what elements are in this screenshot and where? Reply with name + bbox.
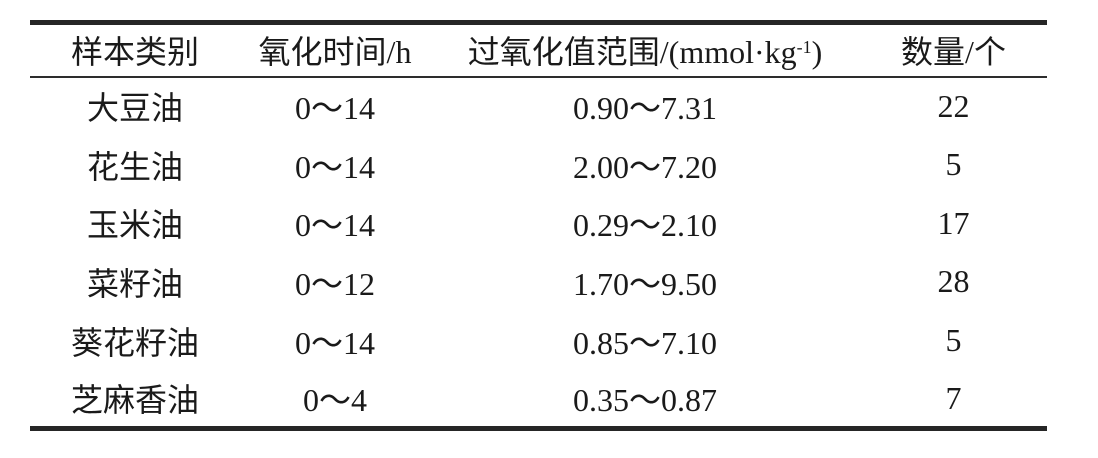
header-oxidation-time: 氧化时间/h	[240, 22, 430, 78]
cell-count: 22	[937, 87, 970, 124]
peroxide-unit-prefix: 过氧化值范围/(mmol·kg	[467, 34, 797, 71]
cell-sample: 玉米油	[86, 207, 183, 244]
cell-count: 28	[937, 263, 970, 300]
cell-sample: 菜籽油	[86, 265, 183, 302]
cell-count: 5	[945, 146, 962, 183]
oil-sample-table: 样本类别 氧化时间/h 过氧化值范围/(mmol·kg-1) 数量/个 大豆油 …	[30, 20, 1047, 432]
table-row-soybean: 大豆油 0～14 0.90～7.31 22	[30, 77, 1047, 136]
cell-sample: 花生油	[86, 148, 183, 185]
peroxide-unit-superscript: -1	[796, 37, 812, 58]
cell-time: 0～14	[294, 324, 375, 361]
header-count: 数量/个	[860, 22, 1047, 78]
table-row-corn: 玉米油 0～14 0.29～2.10 17	[30, 194, 1047, 253]
cell-count: 7	[945, 379, 962, 416]
cell-sample: 葵花籽油	[70, 324, 199, 361]
table-body: 大豆油 0～14 0.90～7.31 22 花生油 0～14 2.00～7.20…	[30, 77, 1047, 429]
cell-range: 2.00～7.20	[572, 148, 717, 185]
table-row-peanut: 花生油 0～14 2.00～7.20 5	[30, 135, 1047, 194]
cell-range: 0.29～2.10	[572, 207, 717, 244]
table-header: 样本类别 氧化时间/h 过氧化值范围/(mmol·kg-1) 数量/个	[30, 22, 1047, 78]
header-sample-category: 样本类别	[30, 22, 240, 78]
table-row-sunflower: 葵花籽油 0～14 0.85～7.10 5	[30, 311, 1047, 370]
header-row: 样本类别 氧化时间/h 过氧化值范围/(mmol·kg-1) 数量/个	[30, 22, 1047, 78]
cell-time: 0～12	[294, 265, 375, 302]
cell-count: 17	[937, 204, 970, 241]
cell-time: 0～4	[302, 382, 367, 419]
cell-time: 0～14	[294, 148, 375, 185]
cell-range: 0.35～0.87	[572, 382, 717, 419]
cell-range: 0.90～7.31	[572, 90, 717, 127]
table-row-sesame: 芝麻香油 0～4 0.35～0.87 7	[30, 370, 1047, 429]
table-row-rapeseed: 菜籽油 0～12 1.70～9.50 28	[30, 253, 1047, 312]
cell-count: 5	[945, 322, 962, 359]
cell-time: 0～14	[294, 207, 375, 244]
cell-range: 1.70～9.50	[572, 265, 717, 302]
header-peroxide-range: 过氧化值范围/(mmol·kg-1)	[430, 22, 860, 78]
cell-time: 0～14	[294, 90, 375, 127]
peroxide-unit-suffix: )	[811, 34, 823, 71]
cell-sample: 芝麻香油	[70, 382, 199, 419]
cell-range: 0.85～7.10	[572, 324, 717, 361]
cell-sample: 大豆油	[86, 90, 183, 127]
